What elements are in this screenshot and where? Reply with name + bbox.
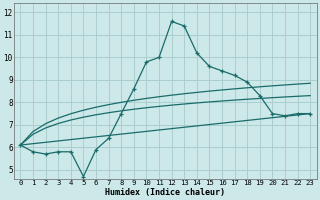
- X-axis label: Humidex (Indice chaleur): Humidex (Indice chaleur): [105, 188, 225, 197]
